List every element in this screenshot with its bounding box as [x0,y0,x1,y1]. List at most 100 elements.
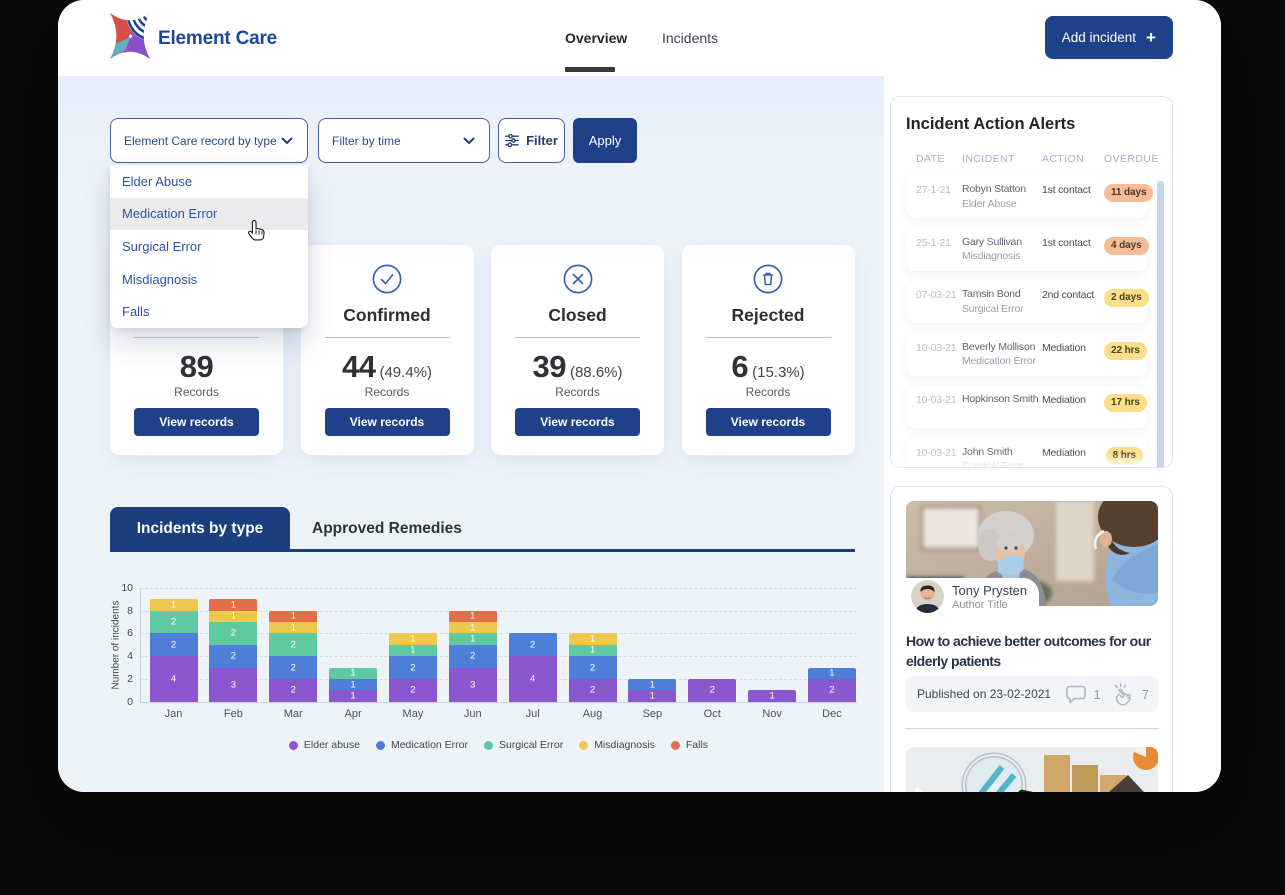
bar-segment[interactable]: 1 [209,610,258,623]
bar-segment[interactable]: 4 [149,656,198,702]
y-tick-label: 0 [127,695,133,708]
menu-option[interactable]: Medication Error [110,197,308,231]
overdue-badge: 11 days [1104,184,1154,202]
apply-button[interactable]: Apply [573,118,637,163]
bar-segment[interactable]: 1 [269,610,318,623]
bar-segment[interactable]: 2 [508,633,557,657]
filter-button[interactable]: Filter [498,118,565,163]
stat-card-divider [705,337,831,338]
bar-segment[interactable]: 1 [568,633,617,645]
article-divider [905,728,1159,729]
bar-segment[interactable]: 1 [388,644,437,657]
bar-segment[interactable]: 1 [448,622,497,634]
bar-segment[interactable]: 1 [748,690,797,702]
alerts-col-action: ACTION [1042,153,1085,165]
view-records-button[interactable]: View records [324,408,450,436]
bar-segment[interactable]: 2 [209,622,258,645]
record-type-dropdown-menu: Elder Abuse Medication Error Surgical Erro… [110,165,308,328]
alert-row[interactable]: 10-03-21 John Smith Surgical Error Mediatio… [907,437,1147,467]
bar-segment[interactable]: 1 [628,690,677,702]
alert-row[interactable]: 10-03-21 Beverly Mollison Medication Error… [907,332,1147,376]
bar-segment[interactable]: 2 [688,678,737,702]
bar-oct[interactable]: 2 [688,678,737,702]
bar-segment[interactable]: 2 [269,678,318,702]
bar-segment[interactable]: 1 [209,599,258,611]
bar-segment[interactable]: 1 [269,622,318,634]
menu-option[interactable]: Falls [122,304,150,320]
sidebar: Incident Action Alerts DATE INCIDENT ACT… [884,76,1221,792]
bar-segment[interactable]: 1 [628,678,677,691]
add-incident-button[interactable]: Add incident + [1044,16,1173,59]
bar-segment[interactable]: 2 [269,633,318,657]
alerts-scrollbar[interactable] [1157,181,1164,467]
alert-row[interactable]: 27-1-21 Robyn Statton Elder Abuse 1st conta… [907,175,1154,218]
bar-segment[interactable]: 1 [329,678,378,691]
clap-icon[interactable] [1111,682,1136,706]
alert-incident-type: Medication Error [962,355,1036,367]
y-tick-label: 8 [127,604,133,617]
bar-segment[interactable]: 1 [568,644,617,657]
bar-nov[interactable]: 1 [748,690,797,702]
bar-segment[interactable]: 1 [149,599,198,611]
bar-segment[interactable]: 1 [448,610,497,623]
bar-segment[interactable]: 2 [388,656,437,679]
bar-segment[interactable]: 2 [388,678,437,702]
stat-card-rejected: Rejected 6 (15.3%) Records View records [681,245,855,455]
plus-icon: + [1146,27,1156,47]
nav-overview[interactable]: Overview [565,30,628,46]
nav-incidents[interactable]: Incidents [662,30,719,46]
menu-option[interactable]: Misdiagnosis [122,271,198,287]
tab-approved-remedies[interactable]: Approved Remedies [312,520,462,537]
gridline [140,588,857,589]
record-type-select[interactable]: Element Care record by type [110,118,308,163]
bar-segment[interactable]: 2 [568,656,617,679]
bar-segment[interactable]: 1 [329,667,378,679]
stat-card-closed: Closed 39 (88.6%) Records View records [491,245,664,455]
bar-segment[interactable]: 1 [388,633,437,645]
brand[interactable]: Element Care [110,13,277,64]
bar-segment[interactable]: 2 [149,610,198,634]
view-records-button[interactable]: View records [134,408,259,436]
stat-card-confirmed: Confirmed 44 (49.4%) Records View records [300,245,474,455]
bar-segment[interactable]: 3 [448,667,497,702]
alert-row[interactable]: 25-1-21 Gary Sullivan Misdiagnosis 1st cont… [907,227,1149,271]
view-records-button[interactable]: View records [515,408,640,436]
comment-count: 1 [1093,686,1101,702]
bar-segment[interactable]: 2 [568,678,617,702]
tab-incidents-by-type[interactable]: Incidents by type [110,507,290,551]
bar-segment[interactable]: 4 [508,656,557,702]
comment-icon[interactable] [1065,685,1088,704]
menu-option[interactable]: Elder Abuse [122,173,193,189]
bar-segment[interactable]: 2 [448,644,497,668]
alert-row[interactable]: 10-03-21 Hopkinson Smith Mediation 17 hrs [907,385,1147,428]
article-title[interactable]: How to achieve better outcomes for our e… [906,633,1151,669]
bar-segment[interactable]: 2 [269,656,318,679]
bar-segment[interactable]: 3 [209,667,258,702]
bar-segment[interactable]: 2 [209,644,258,668]
alert-row[interactable]: 07-03-21 Tamsin Bond Surgical Error 2nd con… [907,280,1149,323]
articles-card: Tony Prysten Author Title How to achieve… [890,486,1173,792]
bar-segment[interactable]: 2 [807,678,856,702]
bar-segment[interactable]: 1 [448,633,497,645]
bar-segment[interactable]: 1 [807,667,856,679]
x-tick-label: Jan [164,708,183,720]
view-records-button[interactable]: View records [705,408,831,436]
tab-bar-underline [110,549,855,552]
cursor-icon [247,219,267,246]
bar-segment[interactable]: 1 [329,690,378,702]
bar-segment[interactable]: 2 [149,633,198,657]
article-photo-2[interactable] [906,747,1158,792]
x-tick-label: Oct [703,708,721,720]
time-filter-select[interactable]: Filter by time [318,118,490,163]
menu-option[interactable]: Surgical Error [122,238,202,254]
